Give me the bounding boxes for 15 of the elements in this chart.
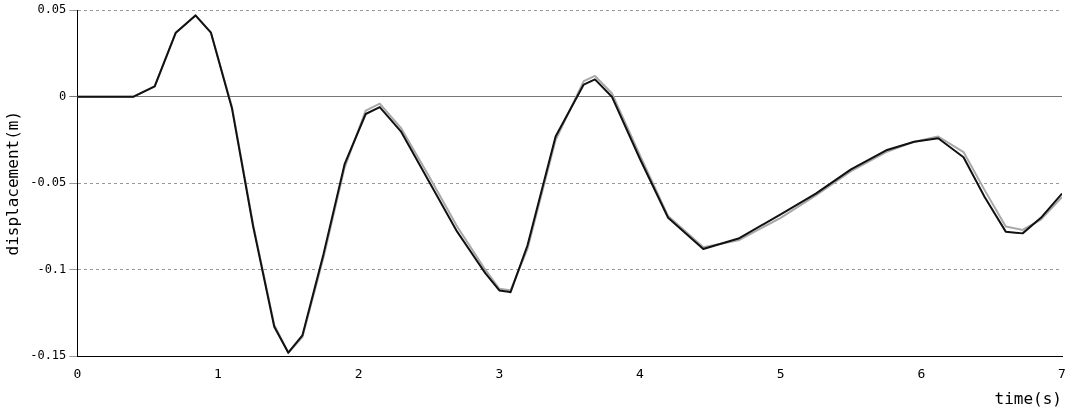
x-tick-label: 4 — [636, 366, 645, 382]
x-tick-label: 2 — [354, 366, 363, 382]
y-tick-label: 0.05 — [37, 2, 67, 17]
x-tick-label: 3 — [495, 366, 504, 382]
y-axis-title: displacement(m) — [2, 110, 22, 256]
y-tick-label: -0.1 — [37, 261, 67, 276]
x-tick-label: 1 — [214, 366, 222, 382]
x-tick-label: 7 — [1058, 366, 1066, 382]
x-tick-label: 5 — [776, 366, 785, 382]
x-tick-label: 0 — [73, 366, 82, 382]
x-axis-title: time(s) — [994, 388, 1062, 408]
y-tick-label: -0.15 — [30, 348, 67, 363]
x-tick-label: 6 — [917, 366, 926, 382]
y-tick-label: 0 — [59, 88, 67, 103]
y-tick-label: -0.05 — [30, 175, 67, 190]
